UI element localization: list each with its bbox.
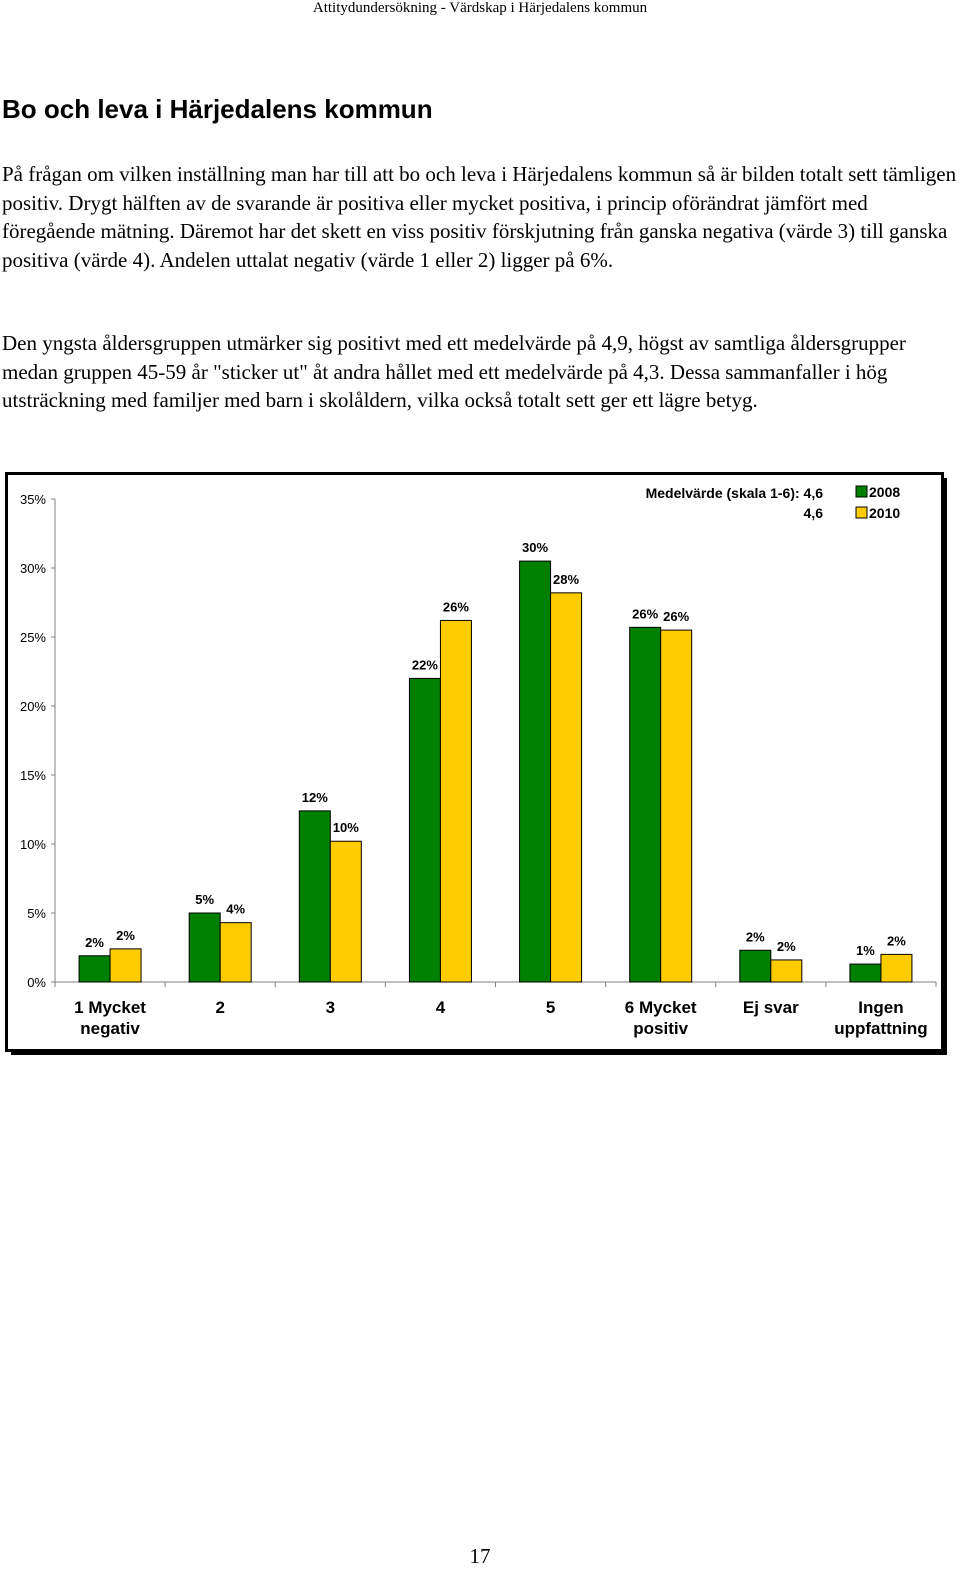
data-label-2010-5: 26% [663, 609, 689, 624]
x-tick-label: 5 [546, 998, 555, 1017]
data-label-2010-0: 2% [116, 928, 135, 943]
data-label-2008-3: 22% [412, 657, 438, 672]
section-title: Bo och leva i Härjedalens kommun [2, 94, 433, 124]
data-label-2008-0: 2% [85, 935, 104, 950]
bar-2008-2 [298, 810, 331, 983]
x-tick-label: 4 [436, 998, 446, 1017]
paragraph-2: Den yngsta åldersgruppen utmärker sig po… [2, 331, 906, 412]
bar-2010-6 [770, 959, 803, 983]
data-label-2010-6: 2% [777, 939, 796, 954]
bar-2010-3 [439, 619, 472, 983]
y-tick-label: 5% [27, 906, 46, 921]
data-label-2010-2: 10% [333, 820, 359, 835]
bar-2010-1 [219, 922, 252, 983]
data-label-2010-7: 2% [887, 933, 906, 948]
bar-2010-7 [880, 953, 913, 983]
y-tick-label: 25% [20, 630, 46, 645]
mean-value-2010: 4,6 [804, 505, 824, 521]
x-tick-label: 1 Mycket negativ [74, 998, 146, 1038]
data-label-2010-3: 26% [443, 599, 469, 614]
page-number: 17 [469, 1544, 491, 1568]
bar-2008-4 [519, 560, 552, 983]
chart-axes: 0% 5% 10% 15% 20% 25% 30% 35% 1 Mycket negativ 2 3 4… [20, 492, 937, 1038]
bar-2008-5 [629, 626, 662, 983]
bar-2010-2 [329, 840, 362, 983]
chart-labels: 2% 2% 5% 4% 12% 10% 22% 26% 30% 28% 26% 26% 2% 2% 1% 2% [85, 540, 906, 958]
data-label-2008-1: 5% [195, 892, 214, 907]
legend-swatch-2010 [855, 506, 868, 519]
data-label-2008-6: 2% [746, 929, 765, 944]
bar-2008-3 [408, 677, 441, 983]
data-label-2008-5: 26% [632, 606, 658, 621]
y-tick-label: 30% [20, 561, 46, 576]
x-tick-label: 3 [326, 998, 335, 1017]
data-label-2010-1: 4% [226, 902, 245, 917]
bar-2008-7 [849, 963, 882, 983]
legend-swatch-2008 [855, 485, 868, 498]
bar-2010-0 [109, 948, 142, 983]
data-label-2008-4: 30% [522, 540, 548, 555]
chart-bars [78, 560, 913, 983]
bar-2010-4 [550, 592, 583, 983]
chart-legend: Medelvärde (skala 1-6): 4,6 4,6 2008 2010 [646, 484, 901, 521]
x-tick-label: 6 Mycket positiv [625, 998, 697, 1038]
chart-frame: 0% 5% 10% 15% 20% 25% 30% 35% 1 Mycket negativ 2 3 4… [5, 472, 947, 1055]
data-label-2008-2: 12% [302, 790, 328, 805]
x-tick-label: Ej svar [743, 998, 799, 1017]
y-tick-label: 0% [27, 975, 46, 990]
data-label-2008-7: 1% [856, 943, 875, 958]
y-tick-label: 35% [20, 492, 46, 507]
x-tick-label: 2 [215, 998, 224, 1017]
bar-2008-0 [78, 955, 111, 983]
bar-2008-6 [739, 949, 772, 983]
x-tick-label: Ingen uppfattning [834, 998, 927, 1038]
y-tick-label: 15% [20, 768, 46, 783]
bar-2010-5 [660, 629, 693, 983]
data-label-2010-4: 28% [553, 572, 579, 587]
legend-label-2010: 2010 [869, 505, 900, 521]
bar-2008-1 [188, 912, 221, 983]
mean-label: Medelvärde (skala 1-6): 4,6 [646, 485, 824, 501]
page-header: Attitydundersökning - Värdskap i Härjeda… [312, 0, 648, 16]
bar-chart: 0% 5% 10% 15% 20% 25% 30% 35% 1 Mycket negativ 2 3 4… [20, 484, 937, 1038]
y-tick-label: 10% [20, 837, 46, 852]
legend-label-2008: 2008 [869, 484, 900, 500]
y-tick-label: 20% [20, 699, 46, 714]
paragraph-1: På frågan om vilken inställning man har … [2, 162, 957, 272]
